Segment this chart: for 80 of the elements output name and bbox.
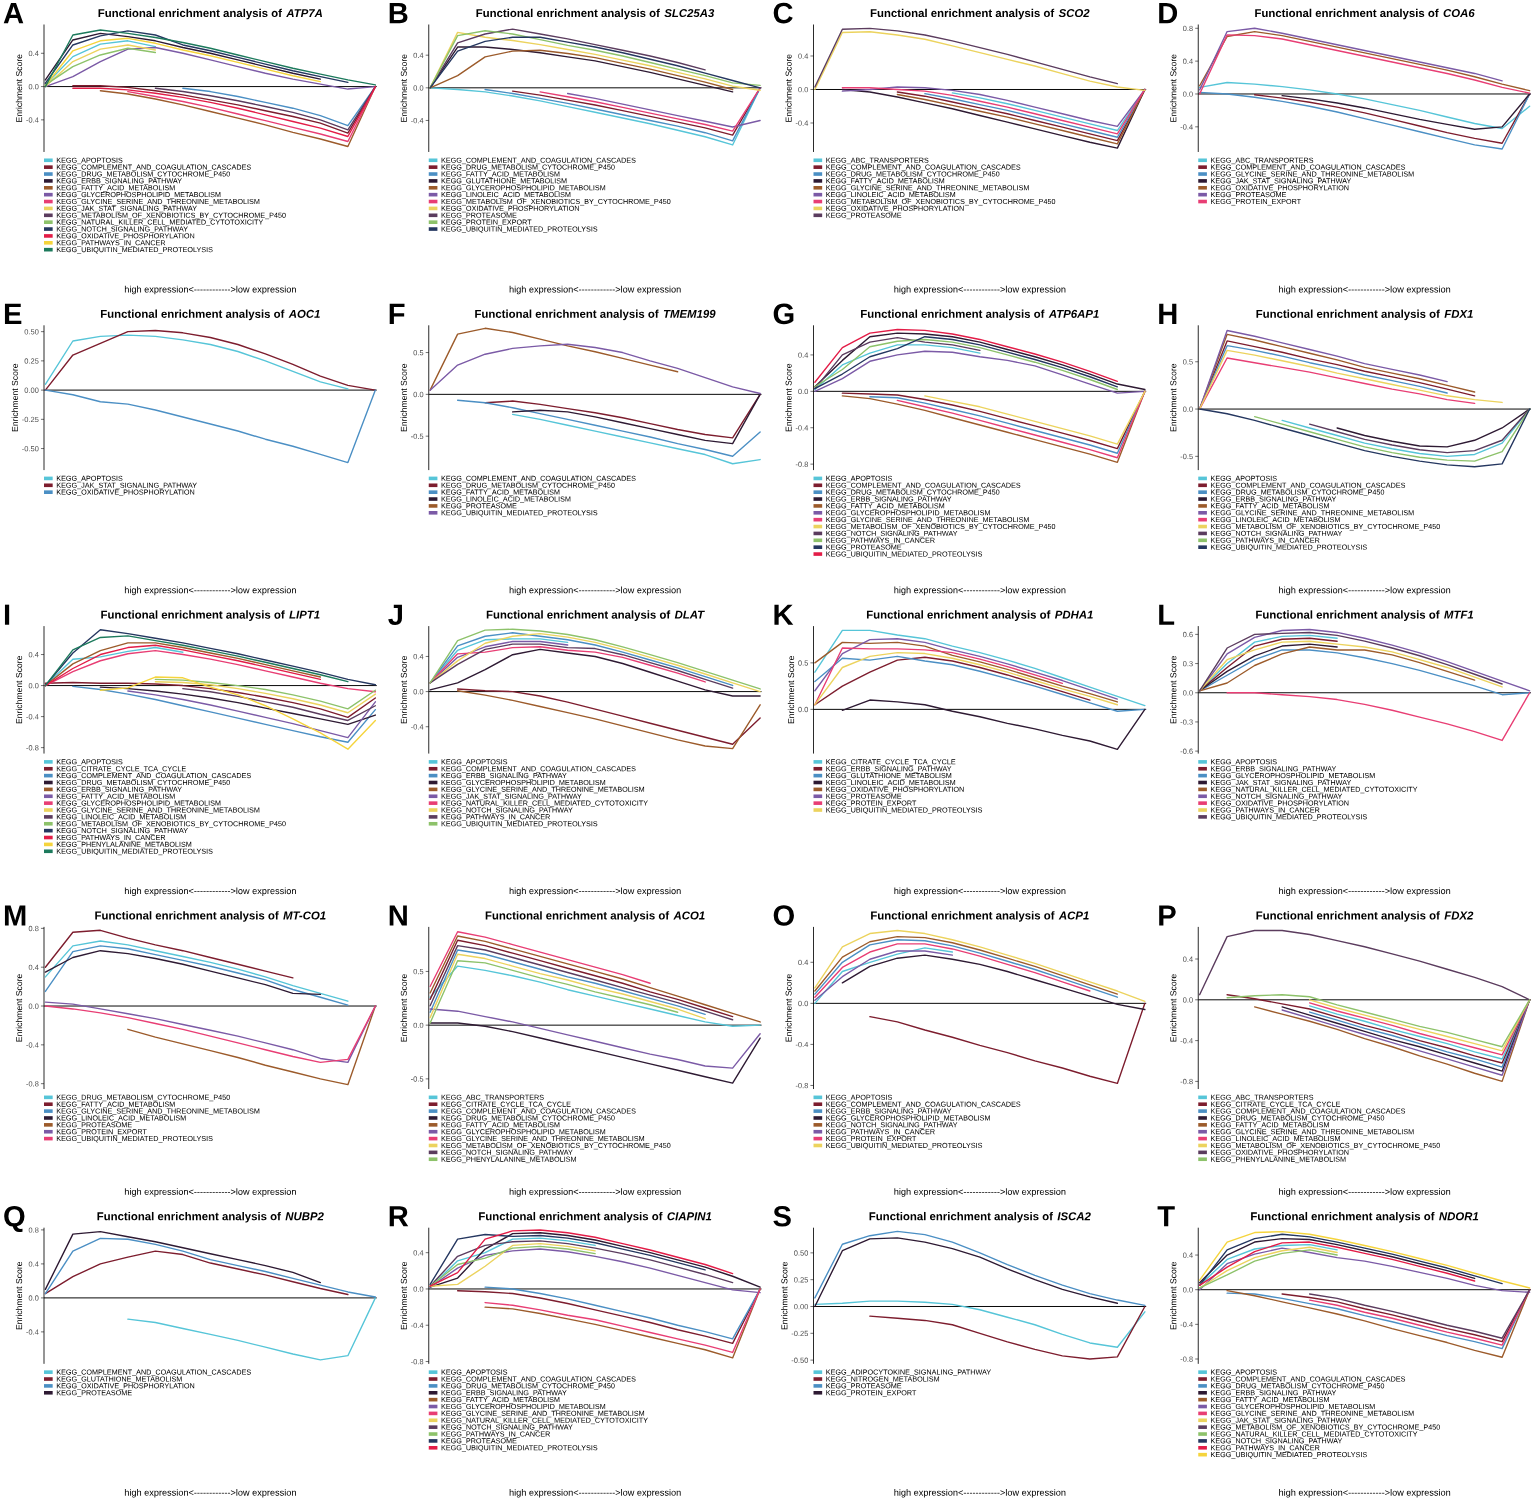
x-axis-title: high expression<------------>low expression	[894, 285, 1066, 295]
text: H	[1159, 303, 1177, 324]
text: B	[389, 3, 408, 24]
text: M	[4, 905, 26, 926]
chart-title: Functional enrichment analysis of ACO1	[485, 911, 705, 922]
x-axis-title: high expression<------------>low expression	[894, 1188, 1066, 1197]
text: R	[389, 1206, 409, 1227]
chart-title: Functional enrichment analysis of SLC25A3	[476, 8, 715, 20]
y-axis-title: Enrichment Score	[1170, 54, 1177, 122]
y-axis-title: Enrichment Score	[781, 1261, 788, 1330]
y-axis-title: Enrichment Score	[1170, 655, 1177, 724]
text: E	[4, 303, 22, 324]
y-axis-title: Enrichment Score	[400, 1261, 407, 1330]
y-axis-title: Enrichment Score	[15, 655, 23, 724]
chart-title: Functional enrichment analysis of PDHA1	[866, 610, 1093, 621]
text: O	[773, 905, 794, 926]
chart-title: Functional enrichment analysis of FDX1	[1256, 309, 1473, 321]
x-axis-title: high expression<------------>low expression	[509, 1188, 681, 1197]
chart-title: Functional enrichment analysis of MTF1	[1256, 610, 1474, 621]
text: N	[389, 905, 407, 926]
x-axis-title: high expression<------------>low expression	[509, 586, 681, 596]
x-axis-title: high expression<------------>low expression	[894, 586, 1066, 596]
y-axis-title: Enrichment Score	[785, 363, 792, 432]
text: K	[774, 604, 794, 625]
x-axis-title: high expression<------------>low expression	[509, 285, 681, 295]
x-axis-title: high expression<------------>low expression	[509, 887, 681, 896]
text: I	[4, 604, 10, 625]
x-axis-title: high expression<------------>low expression	[1279, 586, 1451, 596]
text: S	[773, 1205, 791, 1227]
y-axis-title: Enrichment Score	[15, 54, 23, 122]
chart-title: Functional enrichment analysis of ISCA2	[869, 1211, 1091, 1223]
chart-title: Functional enrichment analysis of COA6	[1255, 8, 1475, 20]
x-axis-title: high expression<------------>low expression	[1279, 887, 1451, 896]
chart-title: Functional enrichment analysis of FDX2	[1256, 911, 1474, 922]
x-axis-title: high expression<------------>low expression	[124, 1188, 296, 1197]
text: G	[773, 303, 794, 325]
chart-title: Functional enrichment analysis of SCO2	[870, 8, 1090, 20]
x-axis-title: high expression<------------>low expression	[1279, 1188, 1451, 1197]
x-axis-title: high expression<------------>low expression	[124, 285, 296, 295]
chart-title: Functional enrichment analysis of AOC1	[100, 309, 320, 321]
x-axis-title: high expression<------------>low expression	[894, 1489, 1066, 1498]
x-axis-title: high expression<------------>low expression	[124, 586, 296, 596]
chart-title: Functional enrichment analysis of DLAT	[486, 610, 705, 621]
text: L	[1159, 604, 1175, 625]
y-axis-title: Enrichment Score	[400, 363, 407, 432]
chart-title: Functional enrichment analysis of NDOR1	[1251, 1211, 1479, 1223]
x-axis-title: high expression<------------>low expression	[509, 1489, 681, 1498]
x-axis-title: high expression<------------>low expression	[894, 887, 1066, 896]
chart-title: Functional enrichment analysis of CIAPIN1	[479, 1211, 712, 1223]
y-axis-title: Enrichment Score	[1170, 1261, 1177, 1330]
chart-title: Functional enrichment analysis of TMEM199	[475, 309, 716, 321]
text: Q	[4, 1205, 25, 1233]
chart-title: Functional enrichment analysis of MT-CO1	[95, 911, 326, 922]
y-axis-title: Enrichment Score	[11, 363, 18, 432]
x-axis-title: high expression<------------>low expression	[1279, 285, 1451, 295]
y-axis-title: Enrichment Score	[785, 54, 792, 122]
y-axis-title: Enrichment Score	[1170, 974, 1177, 1042]
chart-title: Functional enrichment analysis of NUBP2	[97, 1211, 324, 1223]
chart-title: Functional enrichment analysis of LIPT1	[101, 610, 320, 621]
x-axis-title: high expression<------------>low expression	[124, 1489, 296, 1498]
text: D	[1159, 3, 1178, 24]
text: F	[389, 303, 405, 324]
text: A	[3, 3, 24, 24]
chart-title: Functional enrichment analysis of ATP6AP1	[861, 309, 1099, 321]
y-axis-title: Enrichment Score	[400, 974, 407, 1042]
x-axis-title: high expression<------------>low expression	[1279, 1489, 1451, 1498]
text: C	[773, 2, 793, 24]
y-axis-title: Enrichment Score	[400, 655, 407, 724]
y-axis-title: Enrichment Score	[15, 974, 23, 1042]
y-axis-title: Enrichment Score	[15, 1261, 23, 1330]
text: P	[1159, 905, 1176, 926]
y-axis-title: Enrichment Score	[400, 54, 407, 122]
y-axis-title: Enrichment Score	[787, 655, 795, 724]
x-axis-title: high expression<------------>low expression	[124, 887, 296, 896]
text: J	[388, 604, 402, 626]
text: T	[1157, 1206, 1175, 1227]
y-axis-title: Enrichment Score	[785, 974, 792, 1042]
chart-title: Functional enrichment analysis of ATP7A	[98, 8, 323, 20]
y-axis-title: Enrichment Score	[1170, 363, 1177, 432]
chart-title: Functional enrichment analysis of ACP1	[871, 911, 1089, 922]
